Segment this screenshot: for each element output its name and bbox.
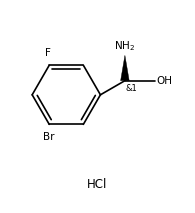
Text: Br: Br	[43, 132, 54, 142]
Text: OH: OH	[156, 76, 172, 86]
Text: NH$_2$: NH$_2$	[114, 39, 136, 53]
Text: &1: &1	[126, 84, 138, 93]
Text: F: F	[45, 48, 51, 58]
Polygon shape	[121, 55, 129, 81]
Text: HCl: HCl	[87, 178, 108, 191]
